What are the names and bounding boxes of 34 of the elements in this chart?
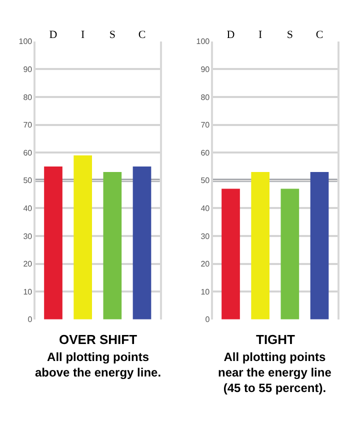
x-tick-label: I <box>80 29 85 42</box>
x-tick-label: S <box>286 29 293 42</box>
x-tick-label: D <box>49 29 58 42</box>
x-tick-label: I <box>258 29 262 42</box>
y-tick-label: 0 <box>28 315 33 324</box>
y-tick-label: 70 <box>200 120 210 130</box>
text: OVER SHIFT <box>59 332 138 347</box>
x-tick-label: D <box>226 29 235 42</box>
y-tick-label: 20 <box>200 260 210 269</box>
y-tick-label: 90 <box>23 64 33 74</box>
y-tick-label: 20 <box>23 260 33 269</box>
y-tick-label: 50 <box>200 176 210 186</box>
y-tick-label: 60 <box>23 148 33 158</box>
y-tick-label: 0 <box>205 315 210 324</box>
y-tick-label: 70 <box>23 120 33 130</box>
x-tick-label: C <box>316 29 324 42</box>
y-tick-label: 80 <box>23 92 33 102</box>
y-tick-label: 40 <box>200 204 210 213</box>
text: All plotting points above the energy line. <box>35 350 162 380</box>
y-tick-label: 90 <box>200 64 210 74</box>
x-tick-label: S <box>109 29 116 42</box>
y-tick-label: 100 <box>18 37 33 46</box>
text: TIGHT <box>256 332 296 347</box>
y-tick-label: 60 <box>200 148 210 158</box>
y-tick-label: 10 <box>23 287 33 296</box>
text: All plotting points near the energy line (45 to 55 percent). <box>218 350 332 396</box>
y-tick-label: 30 <box>23 232 33 241</box>
y-tick-label: 10 <box>200 287 210 296</box>
x-tick-label: C <box>138 29 146 42</box>
y-tick-label: 80 <box>200 92 210 102</box>
y-tick-label: 30 <box>200 232 210 241</box>
y-tick-label: 40 <box>23 204 33 213</box>
y-tick-label: 100 <box>196 37 210 46</box>
y-tick-label: 50 <box>23 176 33 186</box>
